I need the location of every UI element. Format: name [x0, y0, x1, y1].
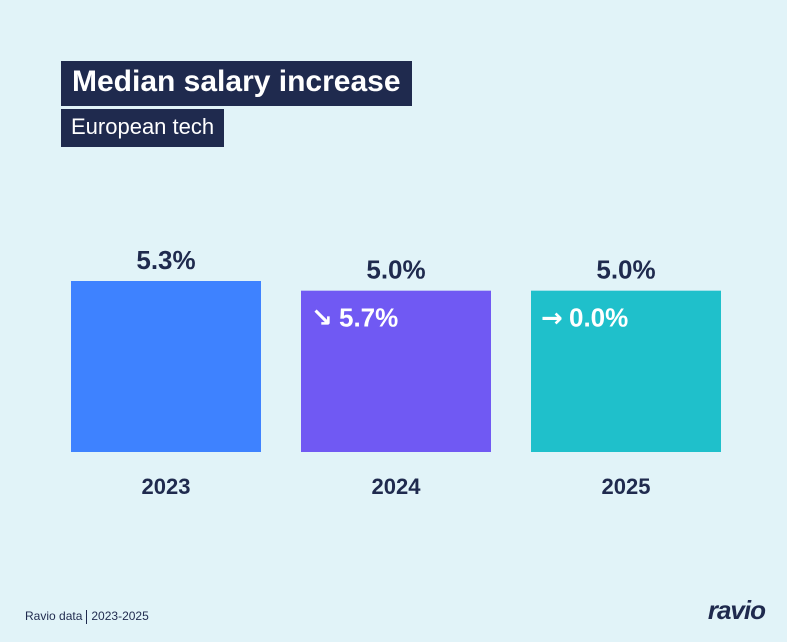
bar-2024	[301, 290, 491, 452]
value-label: 5.3%	[136, 245, 195, 275]
bar-2023	[71, 281, 261, 452]
footer: Ravio data 2023-2025	[25, 609, 149, 624]
footer-divider	[86, 609, 88, 624]
x-tick-label: 2025	[602, 474, 651, 499]
change-label: 0.0%	[569, 303, 628, 333]
chart-subtitle: European tech	[61, 109, 225, 147]
footer-source: Ravio data	[25, 609, 83, 623]
footer-range: 2023-2025	[91, 609, 149, 623]
chart-title: Median salary increase	[61, 61, 412, 106]
value-label: 5.0%	[366, 255, 425, 285]
x-tick-label: 2024	[372, 474, 422, 499]
x-tick-label: 2023	[142, 474, 191, 499]
arrow-right-icon: →	[541, 304, 563, 334]
value-label: 5.0%	[596, 255, 655, 285]
change-label: 5.7%	[339, 303, 398, 333]
arrow-down-right-icon: ↘	[311, 304, 333, 334]
ravio-logo: ravio	[707, 595, 766, 625]
bar-2025	[531, 290, 721, 452]
